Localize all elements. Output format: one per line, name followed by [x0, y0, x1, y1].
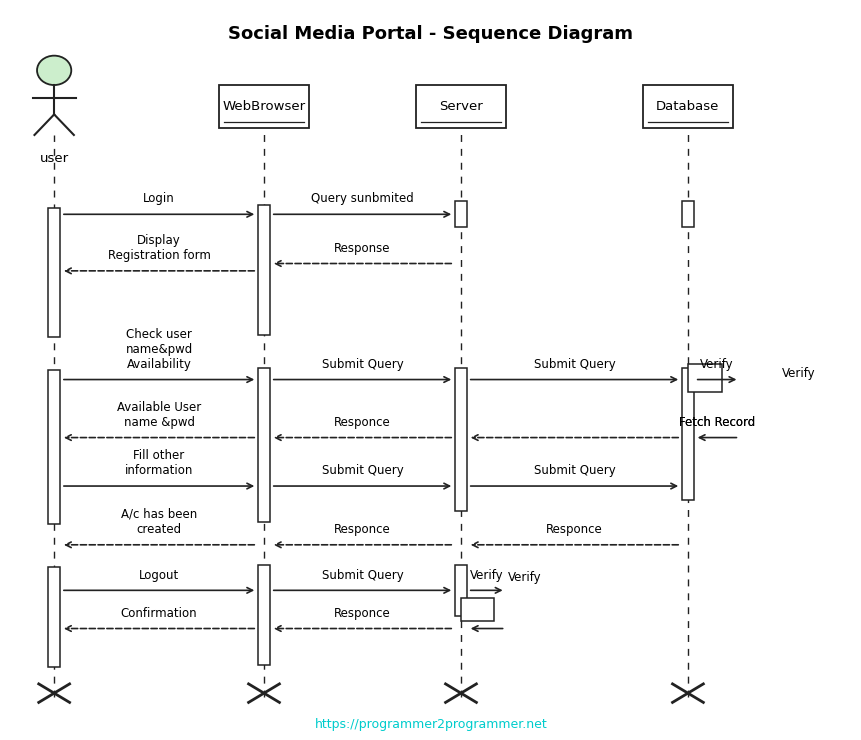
Text: Check user
name&pwd
Availability: Check user name&pwd Availability: [126, 328, 193, 371]
Text: Confirmation: Confirmation: [121, 607, 197, 619]
Bar: [257, 565, 269, 665]
Text: Verify: Verify: [781, 367, 815, 380]
Text: Fetch Record: Fetch Record: [678, 416, 754, 428]
Bar: [48, 209, 60, 337]
Text: Fill other
information: Fill other information: [125, 449, 193, 477]
Bar: [48, 567, 60, 667]
Text: Server: Server: [438, 100, 482, 112]
Text: Submit Query: Submit Query: [321, 568, 403, 582]
Bar: [257, 368, 269, 522]
Text: Responce: Responce: [334, 607, 390, 619]
Text: Query sunbmited: Query sunbmited: [311, 192, 413, 206]
Bar: [461, 598, 493, 621]
Text: Fetch Record: Fetch Record: [678, 416, 754, 428]
Bar: [48, 370, 60, 524]
Text: Submit Query: Submit Query: [321, 464, 403, 477]
Text: https://programmer2programmer.net: https://programmer2programmer.net: [314, 718, 547, 730]
Text: Response: Response: [334, 242, 390, 255]
Text: Display
Registration form: Display Registration form: [108, 234, 210, 262]
Text: WebBrowser: WebBrowser: [222, 100, 305, 112]
Text: Responce: Responce: [334, 416, 390, 428]
Text: Responce: Responce: [546, 523, 602, 536]
Text: Login: Login: [143, 192, 175, 206]
Text: Verify: Verify: [507, 571, 541, 585]
Text: Submit Query: Submit Query: [321, 357, 403, 371]
Bar: [455, 368, 467, 511]
Bar: [455, 565, 467, 616]
Circle shape: [37, 56, 71, 85]
Bar: [455, 201, 467, 226]
Bar: [687, 364, 722, 392]
Text: Responce: Responce: [334, 523, 390, 536]
Text: Verify: Verify: [469, 568, 503, 582]
Text: Social Media Portal - Sequence Diagram: Social Media Portal - Sequence Diagram: [228, 24, 633, 43]
Bar: [257, 205, 269, 334]
Text: Verify: Verify: [699, 357, 733, 371]
Text: Submit Query: Submit Query: [533, 464, 615, 477]
Text: Submit Query: Submit Query: [533, 357, 615, 371]
Bar: [681, 201, 693, 226]
Text: user: user: [40, 152, 69, 165]
Text: Logout: Logout: [139, 568, 179, 582]
Bar: [219, 85, 308, 127]
Bar: [642, 85, 732, 127]
Text: A/c has been
created: A/c has been created: [121, 508, 197, 536]
Text: Database: Database: [655, 100, 719, 112]
Bar: [681, 368, 693, 500]
Text: Available User
name &pwd: Available User name &pwd: [117, 401, 201, 428]
Bar: [416, 85, 505, 127]
